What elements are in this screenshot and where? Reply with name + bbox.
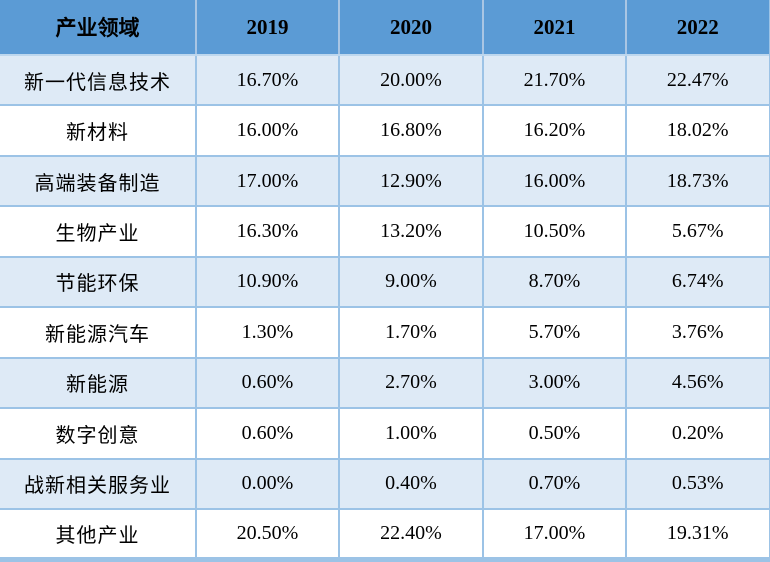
row-label-cell: 生物产业 xyxy=(0,205,197,258)
value-cell: 2.70% xyxy=(338,356,484,410)
column-header-2021: 2021 xyxy=(482,0,627,56)
value-cell: 5.70% xyxy=(482,306,627,359)
value-cell: 12.90% xyxy=(338,154,484,208)
value-cell: 0.60% xyxy=(195,356,340,410)
row-label-cell: 其他产业 xyxy=(0,507,197,561)
value-cell: 10.90% xyxy=(195,255,340,309)
value-cell: 16.70% xyxy=(195,53,340,107)
value-cell: 18.73% xyxy=(625,154,770,208)
value-cell: 13.20% xyxy=(338,205,484,258)
value-cell: 0.50% xyxy=(482,407,627,460)
column-header-2020: 2020 xyxy=(338,0,484,56)
value-cell: 16.00% xyxy=(195,104,340,157)
table-row: 新能源 0.60% 2.70% 3.00% 4.56% xyxy=(0,356,770,410)
value-cell: 16.80% xyxy=(338,104,484,157)
value-cell: 4.56% xyxy=(625,356,770,410)
table-row: 其他产业 20.50% 22.40% 17.00% 19.31% xyxy=(0,507,770,561)
value-cell: 3.76% xyxy=(625,306,770,359)
row-label-cell: 高端装备制造 xyxy=(0,154,197,208)
value-cell: 17.00% xyxy=(195,154,340,208)
table-row: 新材料 16.00% 16.80% 16.20% 18.02% xyxy=(0,104,770,157)
table-row: 新能源汽车 1.30% 1.70% 5.70% 3.76% xyxy=(0,306,770,359)
row-label-cell: 节能环保 xyxy=(0,255,197,309)
table-row: 战新相关服务业 0.00% 0.40% 0.70% 0.53% xyxy=(0,457,770,510)
value-cell: 9.00% xyxy=(338,255,484,309)
value-cell: 0.20% xyxy=(625,407,770,460)
header-row: 产业领域 2019 2020 2021 2022 xyxy=(0,0,770,56)
value-cell: 21.70% xyxy=(482,53,627,107)
column-header-2019: 2019 xyxy=(195,0,340,56)
row-label-cell: 战新相关服务业 xyxy=(0,457,197,510)
value-cell: 0.53% xyxy=(625,457,770,510)
value-cell: 18.02% xyxy=(625,104,770,157)
value-cell: 0.00% xyxy=(195,457,340,510)
table-row: 生物产业 16.30% 13.20% 10.50% 5.67% xyxy=(0,205,770,258)
column-header-industry: 产业领域 xyxy=(0,0,197,56)
row-label-cell: 新能源汽车 xyxy=(0,306,197,359)
value-cell: 16.20% xyxy=(482,104,627,157)
table-row: 数字创意 0.60% 1.00% 0.50% 0.20% xyxy=(0,407,770,460)
row-label-cell: 新一代信息技术 xyxy=(0,53,197,107)
value-cell: 22.40% xyxy=(338,507,484,561)
value-cell: 8.70% xyxy=(482,255,627,309)
value-cell: 0.60% xyxy=(195,407,340,460)
value-cell: 1.00% xyxy=(338,407,484,460)
value-cell: 5.67% xyxy=(625,205,770,258)
table-row: 节能环保 10.90% 9.00% 8.70% 6.74% xyxy=(0,255,770,309)
value-cell: 17.00% xyxy=(482,507,627,561)
value-cell: 6.74% xyxy=(625,255,770,309)
value-cell: 20.50% xyxy=(195,507,340,561)
value-cell: 22.47% xyxy=(625,53,770,107)
value-cell: 0.40% xyxy=(338,457,484,510)
column-header-2022: 2022 xyxy=(625,0,770,56)
value-cell: 19.31% xyxy=(625,507,770,561)
value-cell: 3.00% xyxy=(482,356,627,410)
value-cell: 10.50% xyxy=(482,205,627,258)
value-cell: 16.30% xyxy=(195,205,340,258)
row-label-cell: 新材料 xyxy=(0,104,197,157)
table-row: 高端装备制造 17.00% 12.90% 16.00% 18.73% xyxy=(0,154,770,208)
table-row: 新一代信息技术 16.70% 20.00% 21.70% 22.47% xyxy=(0,53,770,107)
table-body: 新一代信息技术 16.70% 20.00% 21.70% 22.47% 新材料 16.00%… xyxy=(0,53,770,561)
row-label-cell: 新能源 xyxy=(0,356,197,410)
value-cell: 0.70% xyxy=(482,457,627,510)
value-cell: 16.00% xyxy=(482,154,627,208)
row-label-cell: 数字创意 xyxy=(0,407,197,460)
value-cell: 1.70% xyxy=(338,306,484,359)
value-cell: 1.30% xyxy=(195,306,340,359)
value-cell: 20.00% xyxy=(338,53,484,107)
